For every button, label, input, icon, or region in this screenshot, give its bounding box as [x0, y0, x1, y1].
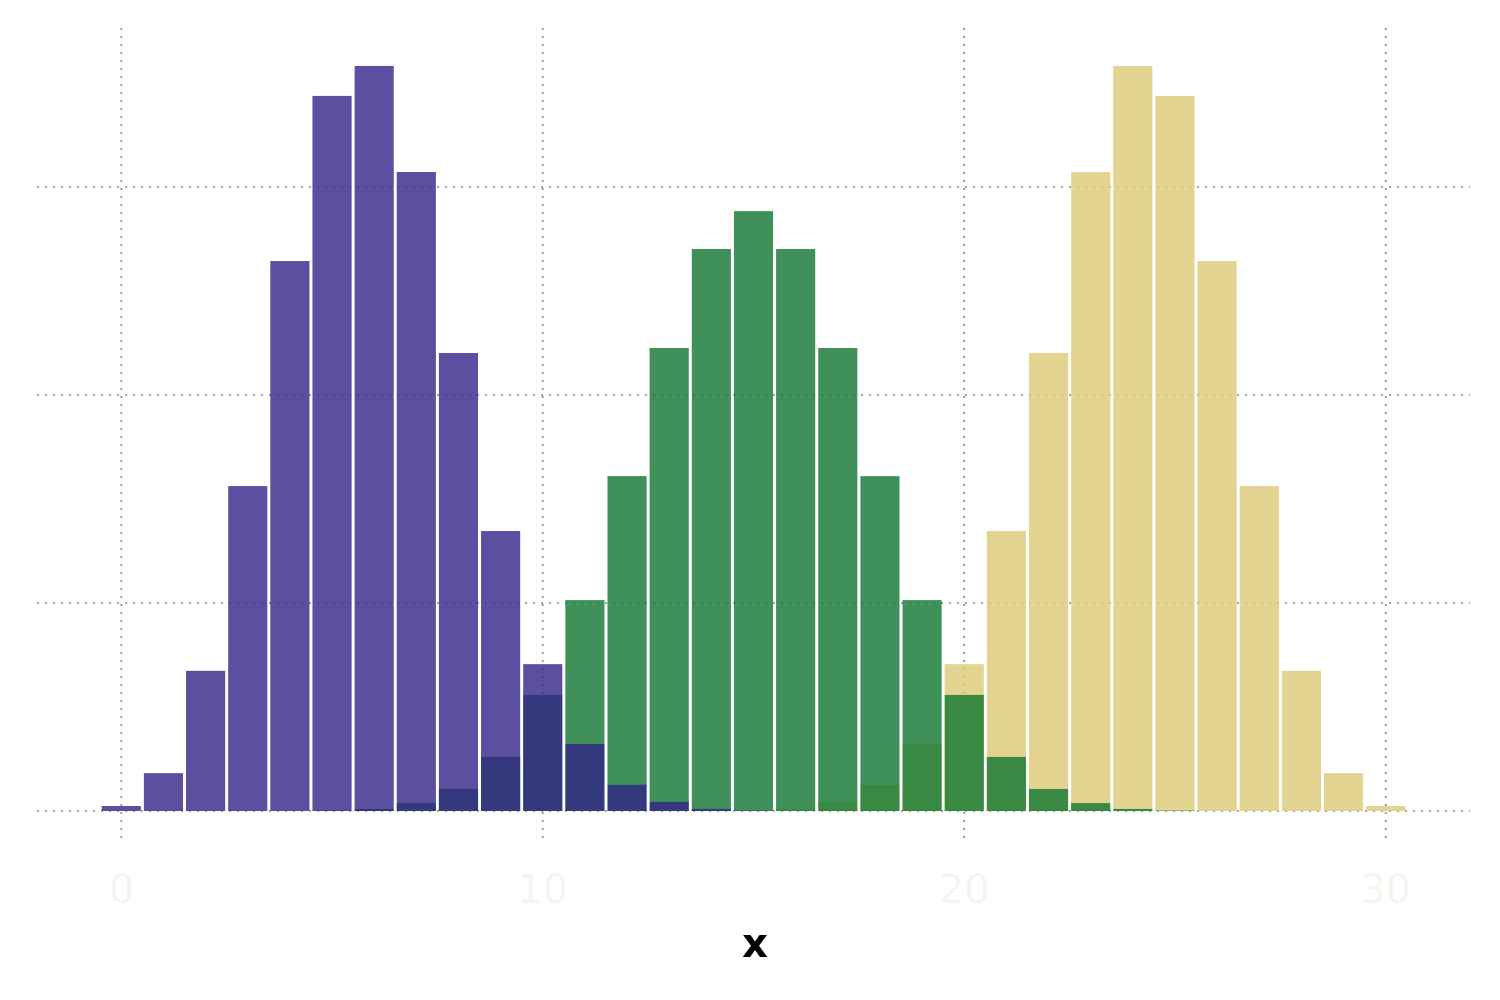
x-tick-label: 20 — [939, 867, 990, 913]
y-tick-label: 0.15 — [0, 179, 30, 195]
histogram-bar — [101, 806, 141, 811]
histogram-bar — [1197, 261, 1237, 812]
histogram-bar — [1028, 352, 1069, 811]
x-axis-label: x — [742, 921, 768, 967]
y-tick-label: 0.05 — [0, 595, 30, 611]
histogram-bar — [438, 352, 479, 811]
histogram-bar — [396, 172, 436, 812]
histogram-bar — [186, 670, 226, 811]
histogram-bar — [944, 694, 984, 811]
histogram-bar — [649, 801, 689, 811]
histogram-bar — [1113, 65, 1153, 812]
histogram-bar — [1239, 486, 1279, 811]
histogram-bar — [1071, 172, 1111, 812]
histogram-bar — [481, 531, 521, 811]
histogram-bar — [565, 744, 605, 811]
histogram-bar — [860, 476, 900, 811]
histogram-bar — [228, 486, 268, 811]
histogram-bar — [902, 600, 942, 811]
histogram-bar — [1366, 806, 1406, 811]
y-tick-label: 0 — [21, 803, 30, 819]
histogram-bar — [649, 347, 689, 811]
x-tick-label: 0 — [109, 867, 134, 913]
tick-labels: 0 10 20 30 0 0.05 0.1 0.15 — [0, 179, 1411, 913]
histogram-bar — [776, 248, 816, 811]
histogram-bar — [1323, 773, 1364, 811]
histogram-bar — [270, 261, 310, 812]
x-tick-label: 10 — [517, 867, 568, 913]
histogram-bar — [354, 65, 394, 812]
histogram-bar — [1155, 95, 1195, 811]
histogram-bar — [1281, 670, 1321, 811]
histogram-bar — [818, 347, 858, 811]
histogram-bar — [1113, 808, 1153, 811]
histogram-bar — [1028, 788, 1069, 811]
histogram-bar — [691, 248, 731, 811]
histogram-bar — [607, 476, 647, 811]
y-tick-label: 0.1 — [8, 387, 30, 403]
histogram-bar — [691, 808, 731, 811]
histogram-bar — [733, 211, 774, 812]
histogram-bar — [986, 756, 1026, 811]
histogram-bar — [523, 664, 563, 811]
histogram-bar — [143, 773, 184, 811]
bars — [101, 65, 1406, 812]
histogram-bar — [1071, 803, 1111, 811]
histogram-bar — [312, 95, 352, 811]
x-tick-label: 30 — [1360, 867, 1411, 913]
histogram-bar — [607, 784, 647, 811]
